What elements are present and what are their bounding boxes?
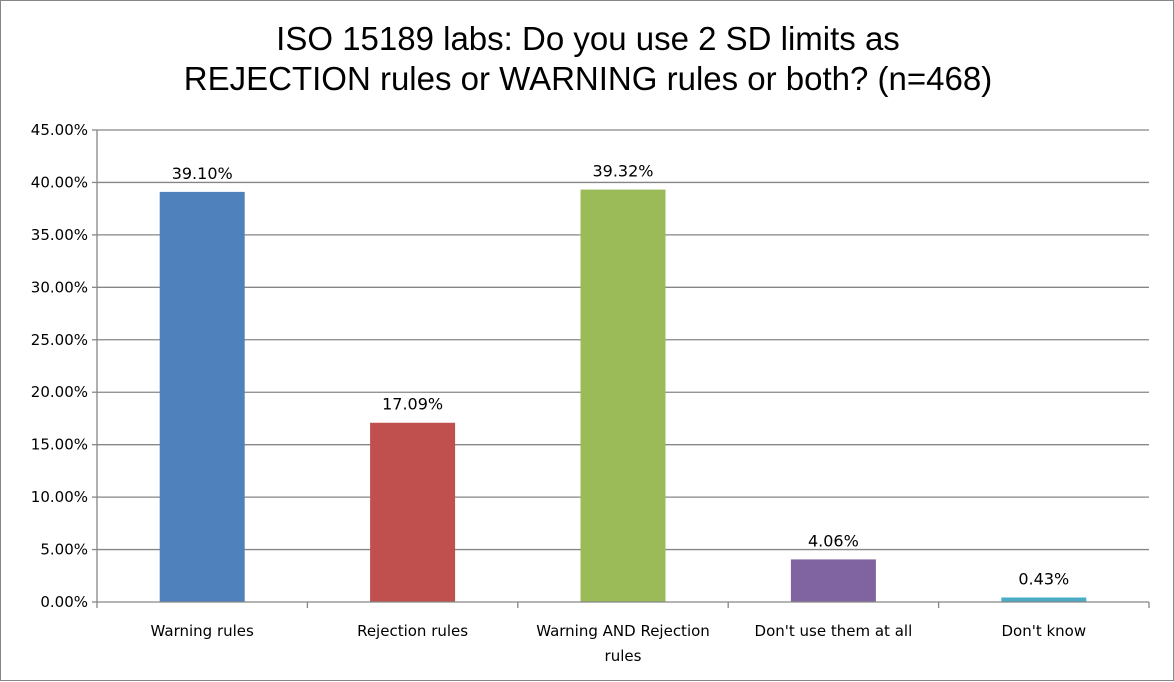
x-tick-label: Warning AND Rejection [536,622,710,640]
y-tick-label: 35.00% [31,226,88,244]
chart-title: ISO 15189 labs: Do you use 2 SD limits a… [1,19,1174,99]
bar [370,422,456,602]
x-tick-label: Warning rules [151,622,255,640]
x-tick-label: Don't know [1001,622,1086,640]
y-tick-label: 30.00% [31,278,88,296]
y-tick-label: 5.00% [40,541,88,559]
data-label: 39.10% [172,164,233,183]
x-tick-label: Rejection rules [357,622,468,640]
y-tick-label: 10.00% [31,488,88,506]
y-tick-label: 15.00% [31,436,88,454]
bar [790,559,876,602]
bar [159,191,245,602]
data-label: 39.32% [592,162,653,181]
y-tick-label: 45.00% [31,121,88,139]
bar [1001,597,1087,602]
data-label: 4.06% [808,531,859,550]
bar [580,189,666,602]
y-tick-label: 25.00% [31,331,88,349]
x-tick-label: rules [605,647,642,665]
y-tick-label: 0.00% [40,593,88,611]
y-tick-label: 20.00% [31,383,88,401]
data-label: 17.09% [382,395,443,414]
y-tick-label: 40.00% [31,173,88,191]
data-label: 0.43% [1018,569,1069,588]
chart-title-line-2: REJECTION rules or WARNING rules or both… [183,60,993,97]
chart-title-line-1: ISO 15189 labs: Do you use 2 SD limits a… [276,20,900,57]
x-tick-label: Don't use them at all [755,622,913,640]
